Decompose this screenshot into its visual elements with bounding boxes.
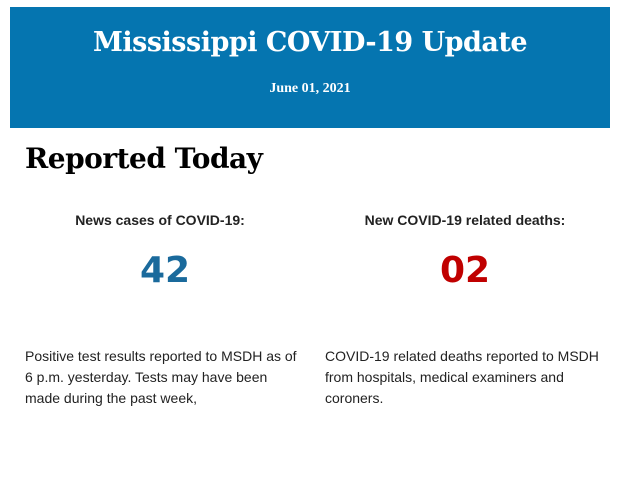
new-deaths-value: 02: [439, 250, 491, 291]
new-deaths-label: New COVID-19 related deaths:: [364, 212, 566, 228]
page-title: Mississippi COVID-19 Update: [92, 27, 528, 58]
header-banner: Mississippi COVID-19 Update June 01, 202…: [10, 7, 610, 128]
new-cases-description: Positive test results reported to MSDH a…: [25, 348, 297, 406]
section-heading: Reported Today: [25, 142, 263, 175]
new-deaths-panel: New COVID-19 related deaths: 02 COVID-19…: [325, 212, 605, 406]
new-deaths-description: COVID-19 related deaths reported to MSDH…: [325, 348, 599, 406]
new-cases-label: News cases of COVID-19:: [75, 212, 245, 228]
new-cases-panel: News cases of COVID-19: 42 Positive test…: [25, 212, 305, 406]
update-date: June 01, 2021: [269, 81, 351, 96]
new-cases-value: 42: [139, 250, 191, 291]
